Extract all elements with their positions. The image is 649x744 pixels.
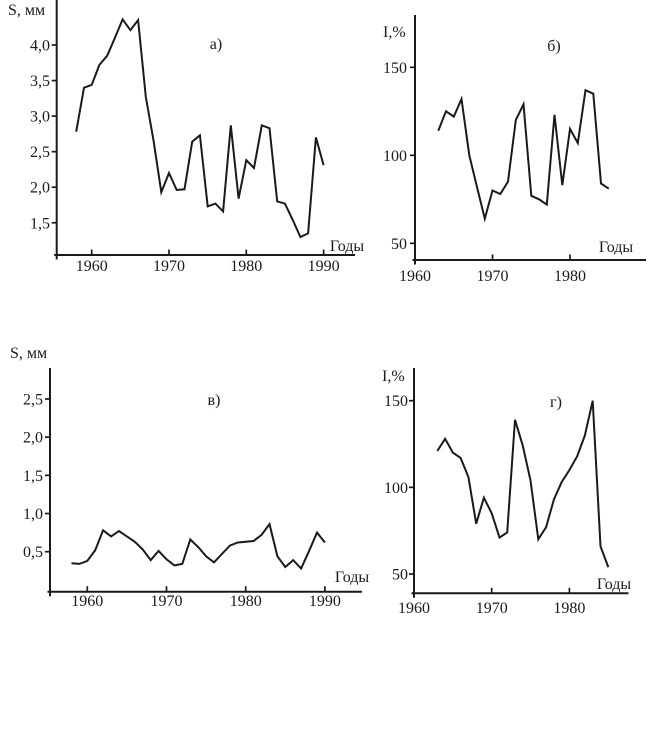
panel-g-axes bbox=[411, 368, 629, 598]
panel-a-y-tick-label: 3,0 bbox=[30, 109, 50, 126]
panel-v-x-axis-title: Годы bbox=[335, 569, 370, 586]
panel-a-y-tick-label: 1,5 bbox=[30, 215, 50, 232]
panel-g-y-tick-label: 150 bbox=[384, 393, 408, 410]
panel-a-y-tick-label: 3,5 bbox=[30, 73, 50, 90]
panel-v-x-tick-label: 1990 bbox=[309, 593, 341, 610]
panel-a-group: 4,0 3,5 3,0 2,5 2,0 1,5 1960 1970 1980 1990 S, мм Г… bbox=[8, 0, 364, 275]
panel-b-x-tick-label: 1970 bbox=[477, 268, 509, 285]
panel-a-y-tick-label: 2,0 bbox=[30, 180, 50, 197]
panel-v-y-tick-label: 2,5 bbox=[23, 392, 43, 409]
panel-v-group: 2,5 2,0 1,5 1,0 0,5 1960 1970 1980 1990 S, мм Годы… bbox=[10, 345, 369, 610]
panel-g-x-tick-label: 1980 bbox=[553, 600, 585, 617]
panel-v-y-axis-title: S, мм bbox=[10, 345, 47, 362]
panel-g-y-tick-label: 100 bbox=[384, 480, 408, 497]
panel-v-series-line bbox=[71, 521, 326, 571]
panel-a-x-tick-label: 1980 bbox=[230, 258, 262, 275]
panel-v-panel-label: в) bbox=[208, 392, 221, 409]
panel-g-series-line bbox=[436, 400, 610, 568]
panel-a-y-tick-label: 2,5 bbox=[30, 144, 50, 161]
panel-b-x-tick-label: 1960 bbox=[399, 268, 431, 285]
panel-v-y-tick-label: 2,0 bbox=[23, 430, 43, 447]
panel-a-x-tick-label: 1960 bbox=[76, 258, 108, 275]
panel-v-x-tick-label: 1970 bbox=[151, 593, 183, 610]
panel-b-y-tick-label: 50 bbox=[391, 236, 407, 253]
panel-v-y-tick-label: 1,5 bbox=[23, 468, 43, 485]
panel-a-x-tick-label: 1990 bbox=[308, 258, 340, 275]
panel-a-panel-label: а) bbox=[210, 36, 222, 53]
panel-g-group: 150 100 50 1960 1970 1980 I,% Годы г) bbox=[382, 368, 631, 617]
panel-g-x-tick-label: 1960 bbox=[398, 600, 430, 617]
panel-b-y-axis-title: I,% bbox=[383, 24, 406, 41]
panel-a-series-line bbox=[75, 17, 325, 239]
panel-b-x-axis-title: Годы bbox=[599, 239, 634, 256]
panel-a-x-tick-label: 1970 bbox=[153, 258, 185, 275]
panel-b-y-tick-label: 100 bbox=[383, 148, 407, 165]
panel-v-y-tick-label: 0,5 bbox=[23, 544, 43, 561]
panel-v-axes bbox=[47, 368, 362, 597]
panel-g-y-tick-label: 50 bbox=[392, 567, 408, 584]
panel-b-group: 150 100 50 1960 1970 1980 I,% Годы б) bbox=[383, 15, 646, 285]
panel-v-y-tick-label: 1,0 bbox=[23, 506, 43, 523]
panel-a-y-axis-title: S, мм bbox=[8, 2, 45, 19]
panel-g-x-axis-title: Годы bbox=[597, 576, 632, 593]
panel-b-axes bbox=[412, 15, 646, 265]
panel-b-panel-label: б) bbox=[547, 38, 560, 55]
panel-a-x-axis-title: Годы bbox=[330, 238, 365, 255]
panel-g-panel-label: г) bbox=[550, 394, 562, 411]
panel-b-x-tick-label: 1980 bbox=[554, 268, 586, 285]
panel-g-x-tick-label: 1970 bbox=[476, 600, 508, 617]
panel-a-axes bbox=[54, 0, 355, 260]
panel-v-x-tick-label: 1980 bbox=[230, 593, 262, 610]
panel-g-y-axis-title: I,% bbox=[382, 368, 405, 385]
panel-b-y-tick-label: 150 bbox=[383, 60, 407, 77]
panel-b-series-line bbox=[437, 88, 610, 223]
panel-a-y-tick-label: 4,0 bbox=[30, 38, 50, 55]
panel-v-x-tick-label: 1960 bbox=[71, 593, 103, 610]
